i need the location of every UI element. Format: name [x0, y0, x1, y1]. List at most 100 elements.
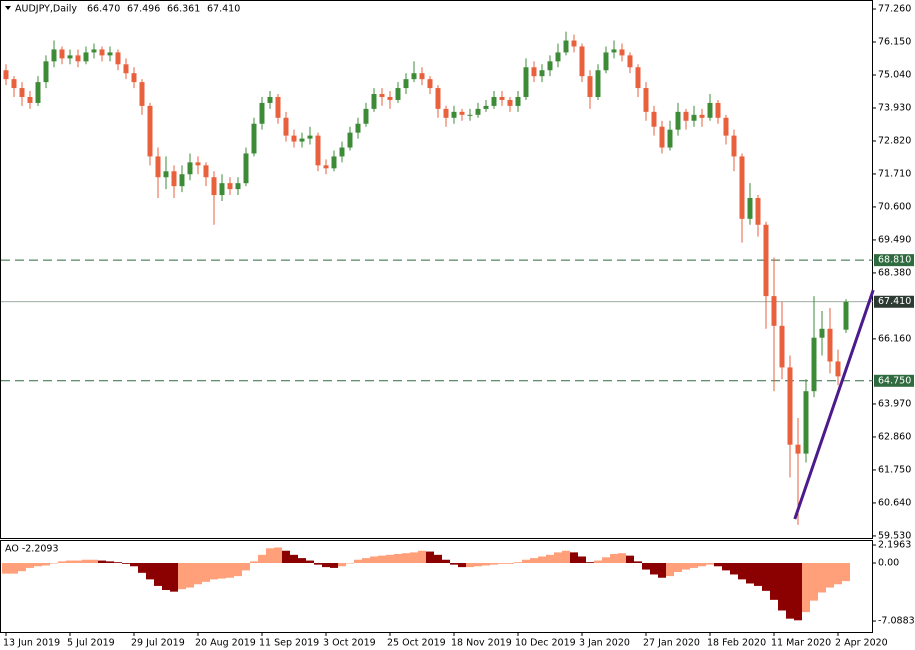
candle-body: [683, 111, 689, 121]
candle-body: [555, 52, 561, 62]
x-tick-label: 20 Aug 2019: [195, 638, 256, 649]
ao-bar: [282, 550, 290, 564]
candle-body: [259, 102, 265, 124]
ao-bar: [314, 563, 322, 565]
candle-body: [483, 105, 489, 109]
ao-bar: [786, 563, 794, 619]
ao-bar: [386, 554, 394, 564]
candle-body: [299, 138, 305, 142]
candle-body: [131, 73, 137, 83]
y-tick-label: 59.530: [878, 530, 911, 541]
y-tick-label: 61.750: [878, 464, 911, 475]
ao-bar: [210, 563, 218, 580]
ao-bar: [802, 563, 810, 613]
x-tick-label: 29 Jul 2019: [131, 638, 185, 649]
ao-bar: [714, 563, 722, 567]
candle-body: [659, 126, 665, 148]
ao-bar: [250, 561, 258, 564]
ao-bar: [178, 563, 186, 590]
candle-body: [203, 165, 209, 178]
candle-body: [331, 156, 337, 169]
ao-bar: [730, 563, 738, 575]
ao-bar: [618, 553, 626, 564]
candle-body: [19, 88, 25, 97]
ao-bar: [306, 560, 314, 564]
ao-bar: [466, 563, 474, 568]
x-tick-label: 3 Oct 2019: [323, 638, 376, 649]
candle-body: [467, 114, 473, 116]
chart-title: AUDJPY,Daily: [15, 4, 77, 15]
current-price-box: [874, 295, 914, 308]
y-tick-label: 69.490: [878, 234, 911, 245]
candle-body: [819, 328, 825, 338]
ao-bar: [794, 563, 802, 621]
candle-body: [251, 123, 257, 154]
ao-bar: [290, 554, 298, 564]
ao-bar: [642, 563, 650, 570]
ao-bar: [402, 553, 410, 564]
candle-body: [787, 367, 793, 445]
ao-bar: [634, 561, 642, 564]
ao-bar: [42, 563, 50, 566]
ao-bar: [458, 563, 466, 568]
ao-bar: [370, 556, 378, 564]
candle-body: [451, 111, 457, 118]
candle-body: [403, 79, 409, 89]
y-tick-label: 76.150: [878, 37, 911, 48]
candle-body: [355, 123, 361, 133]
y-tick-label: 60.640: [878, 497, 911, 508]
ao-bar: [106, 561, 114, 564]
ao-bar: [10, 563, 18, 574]
x-tick-label: 27 Jan 2020: [643, 638, 700, 649]
ao-bar: [690, 563, 698, 568]
ao-bar: [530, 558, 538, 564]
ao-bar: [226, 563, 234, 578]
candle-body: [627, 55, 633, 68]
candle-body: [99, 49, 105, 56]
ao-bar: [298, 558, 306, 564]
candle-body: [163, 171, 169, 178]
ao-bar: [26, 563, 34, 568]
candle-body: [363, 108, 369, 124]
candle-body: [11, 79, 17, 89]
ao-bar: [594, 560, 602, 564]
ao-bar: [490, 563, 498, 565]
candle-body: [267, 96, 273, 103]
candle-body: [691, 114, 697, 121]
candle-body: [3, 70, 9, 80]
candle-body: [91, 49, 97, 53]
ao-bar: [498, 563, 506, 564]
ao-bar: [506, 563, 514, 564]
candle-body: [739, 156, 745, 219]
ao-bar: [18, 563, 26, 572]
ao-bar: [114, 562, 122, 564]
candle-body: [443, 108, 449, 118]
trendline: [793, 289, 875, 520]
ao-bar: [362, 558, 370, 564]
y-tick-label: 0.00: [878, 558, 899, 569]
ao-bar: [346, 563, 354, 564]
candle-body: [435, 88, 441, 109]
ao-bar: [170, 563, 178, 592]
ao-bar: [74, 560, 82, 564]
candle-body: [171, 171, 177, 187]
candle-body: [243, 153, 249, 184]
candle-body: [635, 67, 641, 89]
x-tick-label: 25 Oct 2019: [387, 638, 446, 649]
price-pane: [0, 0, 873, 539]
ao-bar: [434, 554, 442, 564]
y-tick-label: 77.260: [878, 4, 911, 15]
candle-body: [539, 70, 545, 77]
ao-bar: [746, 563, 754, 584]
candle-body: [187, 162, 193, 175]
ao-bar: [546, 554, 554, 564]
ao-bar: [754, 563, 762, 586]
candle-body: [83, 52, 89, 62]
candle-body: [843, 301, 849, 330]
candle-body: [59, 49, 65, 59]
ao-bar: [474, 563, 482, 567]
y-tick-label: 72.820: [878, 135, 911, 146]
x-tick-label: 10 Dec 2019: [515, 638, 576, 649]
candle-body: [43, 61, 49, 83]
candle-body: [395, 88, 401, 100]
